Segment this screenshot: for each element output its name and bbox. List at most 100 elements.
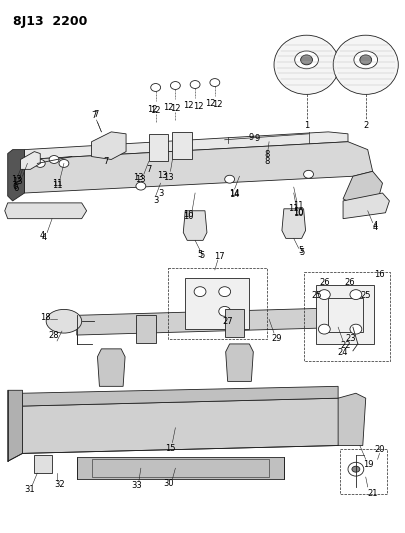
Text: 8: 8 (264, 150, 269, 159)
Ellipse shape (300, 55, 312, 65)
Ellipse shape (347, 462, 363, 476)
Text: 13: 13 (135, 175, 146, 184)
Ellipse shape (294, 51, 318, 69)
Ellipse shape (46, 309, 81, 333)
Polygon shape (8, 150, 24, 201)
Polygon shape (97, 349, 125, 386)
Text: 2: 2 (362, 122, 367, 131)
Text: 12: 12 (150, 106, 160, 115)
Polygon shape (225, 344, 253, 382)
Ellipse shape (170, 82, 180, 90)
Text: 5: 5 (197, 249, 202, 259)
Text: 32: 32 (55, 480, 65, 489)
Bar (315, 285, 373, 344)
Polygon shape (24, 142, 372, 193)
Bar (91, 459, 269, 477)
Bar (148, 134, 168, 161)
Text: 11: 11 (52, 181, 62, 190)
Ellipse shape (136, 182, 145, 190)
Text: 7: 7 (103, 157, 109, 166)
Ellipse shape (194, 287, 205, 296)
Ellipse shape (218, 306, 230, 316)
Text: 12: 12 (183, 101, 193, 110)
Ellipse shape (49, 156, 59, 164)
Text: 5: 5 (199, 251, 204, 260)
Ellipse shape (209, 78, 219, 86)
Polygon shape (5, 203, 86, 219)
Text: 11: 11 (293, 201, 303, 211)
Text: 12: 12 (170, 104, 180, 112)
Text: 8: 8 (264, 157, 269, 166)
Polygon shape (342, 171, 382, 206)
Ellipse shape (150, 84, 160, 92)
Text: 5: 5 (297, 246, 303, 255)
Text: 30: 30 (163, 480, 173, 488)
Text: 25: 25 (310, 291, 321, 300)
Text: 25: 25 (360, 291, 370, 300)
Text: 13: 13 (12, 176, 23, 185)
Text: 12: 12 (212, 100, 222, 109)
Polygon shape (337, 393, 365, 446)
Ellipse shape (59, 159, 69, 167)
Polygon shape (91, 132, 126, 159)
Text: 11: 11 (288, 204, 298, 213)
Text: 13: 13 (157, 171, 167, 180)
Text: 22: 22 (340, 342, 350, 350)
Text: 4: 4 (372, 223, 377, 232)
Text: 19: 19 (362, 460, 373, 469)
Text: 12: 12 (204, 99, 215, 108)
Text: 6: 6 (12, 182, 17, 191)
Bar (168, 268, 266, 339)
Polygon shape (342, 193, 388, 219)
Text: 10: 10 (293, 209, 303, 218)
Polygon shape (22, 398, 347, 454)
Polygon shape (77, 308, 359, 335)
Polygon shape (21, 151, 40, 169)
Bar (303, 272, 390, 361)
Ellipse shape (318, 324, 329, 334)
Polygon shape (24, 132, 347, 159)
Ellipse shape (333, 35, 397, 94)
Text: 23: 23 (345, 335, 355, 343)
Text: 10: 10 (183, 212, 193, 221)
Text: 13: 13 (163, 173, 173, 182)
Text: 4: 4 (372, 221, 377, 230)
Text: 13: 13 (11, 175, 22, 184)
Bar (172, 132, 192, 159)
Text: 21: 21 (367, 489, 377, 498)
Text: 15: 15 (165, 444, 175, 453)
Text: 9: 9 (254, 134, 259, 143)
Text: 12: 12 (192, 102, 203, 111)
Text: 14: 14 (229, 190, 239, 199)
Text: 26: 26 (344, 278, 354, 287)
Polygon shape (22, 386, 337, 406)
Text: 27: 27 (222, 317, 232, 326)
Text: 14: 14 (229, 189, 239, 198)
Ellipse shape (273, 35, 338, 94)
Polygon shape (8, 390, 22, 461)
Text: 11: 11 (52, 179, 62, 188)
Text: 10: 10 (183, 210, 193, 219)
Text: 29: 29 (271, 334, 281, 343)
Text: 12: 12 (163, 103, 173, 112)
Text: 20: 20 (373, 445, 384, 454)
Ellipse shape (351, 466, 359, 472)
Ellipse shape (318, 289, 329, 300)
Bar (136, 316, 155, 343)
Text: 26: 26 (318, 278, 329, 287)
Text: 12: 12 (147, 104, 158, 114)
Text: 31: 31 (24, 486, 35, 495)
Text: 33: 33 (131, 481, 142, 490)
Text: 3: 3 (158, 189, 163, 198)
Ellipse shape (303, 171, 313, 178)
Ellipse shape (35, 159, 45, 167)
Text: 7: 7 (94, 110, 99, 119)
Bar (328, 297, 362, 332)
Text: 6: 6 (13, 183, 18, 192)
Bar (34, 455, 52, 473)
Text: 18: 18 (40, 313, 50, 322)
Polygon shape (183, 211, 207, 240)
Text: 8J13  2200: 8J13 2200 (13, 15, 87, 28)
Ellipse shape (218, 287, 230, 296)
Text: 5: 5 (298, 248, 303, 257)
